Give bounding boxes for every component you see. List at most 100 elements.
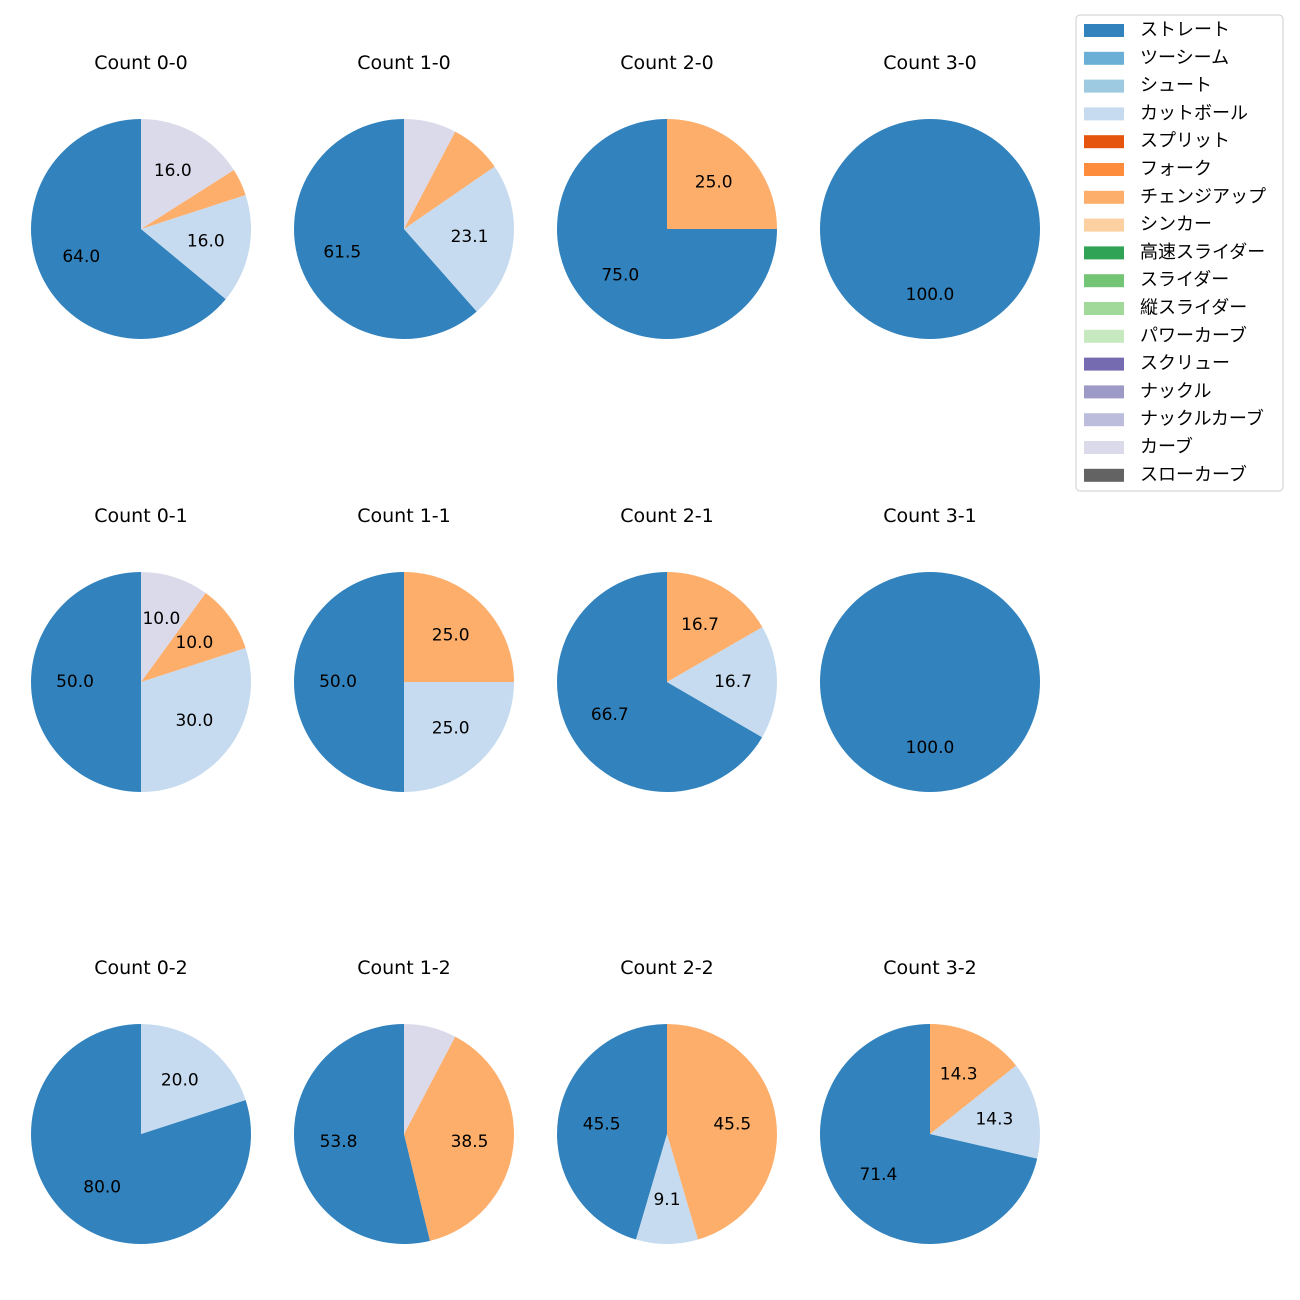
- pie-9: Count 0-2 80.0 20.0: [31, 957, 252, 1244]
- slice-label: 100.0: [906, 285, 955, 305]
- slice-label: 64.0: [62, 247, 100, 267]
- pie-slice: [141, 195, 252, 300]
- slice-label: 25.0: [432, 719, 470, 739]
- legend-item: カットボール: [1084, 103, 1248, 124]
- slice-label: 10.0: [142, 609, 180, 629]
- legend-swatch: [1084, 24, 1124, 37]
- pie-slice: [31, 572, 141, 792]
- slice-label: 20.0: [161, 1071, 199, 1091]
- legend-item: スローカーブ: [1084, 463, 1247, 485]
- pie-6: Count 1-1 50.0 25.0 25.0: [294, 505, 514, 792]
- legend-label: 縦スライダー: [1140, 298, 1247, 319]
- legend-item: ナックルカーブ: [1084, 408, 1264, 430]
- pie-5: Count 0-1 50.0 30.0 10.0 10.0: [31, 505, 252, 792]
- legend-swatch: [1084, 107, 1124, 121]
- pie-11: Count 2-2 45.5 9.1 45.5: [557, 957, 777, 1244]
- pie-title: Count 1-0: [357, 52, 451, 74]
- pie-slice: [667, 119, 777, 229]
- legend-swatch: [1084, 218, 1124, 232]
- pie-slice: [930, 1024, 1017, 1134]
- pie-slice: [31, 119, 226, 339]
- pie-slice: [404, 1024, 456, 1134]
- legend-swatch: [1084, 246, 1124, 260]
- slice-label: 16.7: [681, 615, 719, 635]
- pie-title: Count 2-2: [620, 957, 714, 979]
- slice-label: 45.5: [583, 1115, 621, 1135]
- legend-label: ナックルカーブ: [1140, 408, 1264, 430]
- legend-label: スライダー: [1140, 270, 1229, 291]
- legend-label: カーブ: [1140, 436, 1193, 458]
- legend-swatch: [1084, 51, 1124, 65]
- slice-label: 16.0: [154, 161, 192, 181]
- slice-label: 23.1: [451, 227, 489, 247]
- slice-label: 10.0: [175, 633, 213, 653]
- legend-label: チェンジアップ: [1140, 186, 1266, 207]
- slice-label: 16.0: [187, 231, 225, 251]
- pie-slice: [636, 1134, 698, 1244]
- legend-frame: [1075, 14, 1284, 492]
- slice-label: 71.4: [859, 1165, 897, 1185]
- pie-title: Count 0-2: [94, 957, 188, 979]
- legend-label: スプリット: [1140, 131, 1230, 152]
- legend-swatch: [1084, 135, 1124, 149]
- pie-slice: [141, 170, 246, 229]
- legend-item: シンカー: [1084, 214, 1212, 235]
- legend-label: フォーク: [1140, 159, 1212, 180]
- legend-label: 高速スライダー: [1140, 242, 1265, 263]
- pie-title: Count 2-0: [620, 52, 714, 74]
- legend-item: カーブ: [1084, 436, 1193, 458]
- pie-10: Count 1-2 53.8 38.5: [293, 957, 515, 1244]
- legend-item: ストレート: [1084, 20, 1230, 41]
- slice-label: 66.7: [591, 705, 629, 725]
- legend-label: スクリュー: [1140, 353, 1230, 374]
- legend-label: ストレート: [1140, 20, 1230, 41]
- legend-label: シュート: [1140, 75, 1212, 96]
- legend-item: スライダー: [1084, 270, 1229, 291]
- pie-slice: [404, 572, 514, 682]
- legend-item: シュート: [1084, 75, 1212, 96]
- slice-label: 14.3: [975, 1109, 1013, 1129]
- legend-item: ツーシーム: [1084, 47, 1229, 68]
- legend-item: 高速スライダー: [1084, 242, 1265, 263]
- pie-slice: [404, 682, 514, 792]
- pie-4: Count 3-0 100.0: [820, 52, 1040, 339]
- pie-8: Count 3-1 100.0: [820, 505, 1040, 792]
- pie-slice: [141, 119, 234, 229]
- legend-swatch: [1084, 468, 1124, 482]
- legend-swatch: [1084, 79, 1124, 93]
- pie-slice: [820, 572, 1040, 792]
- legend-swatch: [1084, 441, 1124, 454]
- pie-title: Count 1-2: [357, 957, 451, 979]
- pie-slice: [667, 572, 763, 682]
- legend-label: ナックル: [1140, 381, 1211, 402]
- pie-slice: [557, 572, 763, 793]
- slice-label: 30.0: [175, 711, 213, 731]
- pie-slice: [141, 572, 206, 682]
- legend-item: フォーク: [1084, 159, 1212, 180]
- slice-label: 75.0: [601, 266, 639, 286]
- legend-item: ナックル: [1084, 381, 1211, 402]
- legend-swatch: [1084, 385, 1124, 399]
- pie-slice: [293, 119, 477, 339]
- slice-label: 38.5: [451, 1132, 489, 1152]
- pie-slice: [404, 131, 495, 229]
- pie-title: Count 2-1: [620, 505, 714, 527]
- pie-slice: [820, 119, 1040, 339]
- slice-label: 14.3: [940, 1065, 978, 1085]
- slice-label: 61.5: [323, 242, 361, 262]
- pie-slice: [294, 572, 404, 792]
- pie-slice: [667, 627, 778, 738]
- slice-label: 25.0: [432, 625, 470, 645]
- legend-item: パワーカーブ: [1084, 324, 1247, 346]
- slice-label: 16.7: [714, 672, 752, 692]
- pie-slice: [31, 1024, 252, 1244]
- pie-slice: [404, 166, 514, 312]
- pie-title: Count 3-1: [883, 505, 977, 527]
- pie-slice: [930, 1065, 1041, 1159]
- slice-label: 100.0: [906, 738, 955, 758]
- legend-label: カットボール: [1140, 103, 1248, 124]
- legend-item: スプリット: [1084, 131, 1230, 152]
- legend-swatch: [1084, 274, 1124, 288]
- legend-swatch: [1084, 190, 1124, 204]
